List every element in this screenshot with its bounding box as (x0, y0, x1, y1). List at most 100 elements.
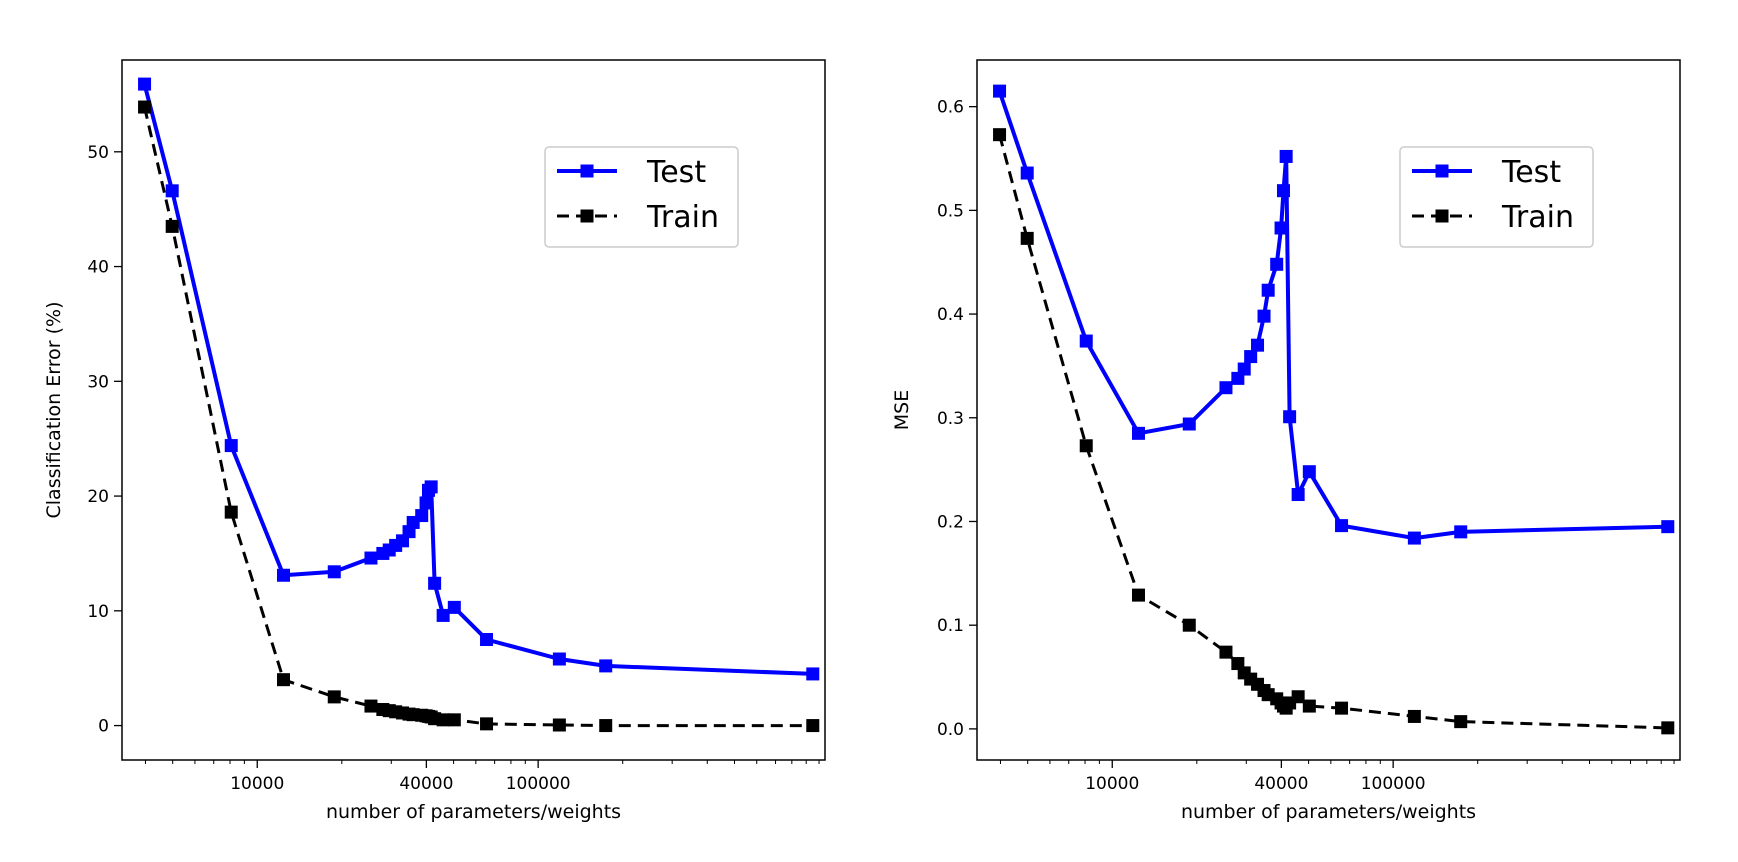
x-axis-label: number of parameters/weights (326, 801, 621, 823)
data-point-train (276, 673, 290, 687)
data-point-test (165, 184, 179, 198)
data-point-test (1251, 338, 1265, 352)
legend-marker-train (580, 209, 594, 223)
x-tick-label: 40000 (1254, 774, 1308, 794)
y-tick-label: 0.6 (937, 98, 964, 118)
data-point-train (224, 505, 238, 519)
legend: Test Train (1399, 146, 1594, 248)
data-point-test (276, 568, 290, 582)
legend-label-test: Test (646, 155, 706, 190)
data-point-test (1020, 166, 1034, 180)
data-point-test (1291, 488, 1305, 502)
data-point-test (1454, 525, 1468, 539)
data-point-test (1302, 465, 1316, 479)
data-point-test (1244, 350, 1258, 364)
x-axis-label: number of parameters/weights (1181, 801, 1476, 823)
legend-marker-test (580, 164, 594, 178)
data-point-train (1182, 618, 1196, 632)
data-point-test (1274, 221, 1288, 235)
data-point-test (1261, 283, 1275, 297)
y-tick-label: 0 (98, 717, 109, 737)
data-point-train (1661, 721, 1675, 735)
data-point-train (327, 690, 341, 704)
data-point-train (364, 699, 378, 713)
y-tick-label: 10 (87, 602, 109, 622)
legend-marker-train (1435, 209, 1449, 223)
data-point-train (1219, 645, 1233, 659)
data-point-test (1661, 520, 1675, 534)
data-point-train (480, 717, 494, 731)
data-point-test (419, 496, 433, 510)
y-tick-label: 0.2 (937, 512, 964, 532)
y-tick-label: 40 (87, 258, 109, 278)
data-point-test (364, 551, 378, 565)
data-point-test (1276, 184, 1290, 198)
series-train (138, 100, 820, 733)
data-point-test (1335, 519, 1349, 533)
data-point-train (1454, 715, 1468, 729)
data-point-test (1219, 381, 1233, 395)
data-point-train (436, 713, 450, 727)
data-point-test (415, 509, 429, 523)
data-point-train (1131, 588, 1145, 602)
y-tick-label: 0.3 (937, 409, 964, 429)
data-point-test (552, 652, 566, 666)
legend-label-test: Test (1501, 155, 1561, 190)
x-tick-label: 10000 (230, 774, 284, 794)
data-point-train (993, 128, 1007, 142)
data-point-test (1279, 149, 1293, 163)
data-point-test (224, 439, 238, 453)
y-tick-label: 0.4 (937, 305, 964, 325)
data-point-test (436, 608, 450, 622)
data-point-test (480, 633, 494, 647)
data-point-train (138, 100, 152, 114)
y-tick-label: 0.5 (937, 201, 964, 221)
data-point-test (1407, 531, 1421, 545)
data-point-train (552, 718, 566, 732)
data-point-test (1079, 334, 1093, 348)
data-point-test (447, 600, 461, 614)
y-tick-label: 0.0 (937, 720, 964, 740)
y-tick-label: 0.1 (937, 616, 964, 636)
x-tick-label: 100000 (506, 774, 571, 794)
legend: Test Train (544, 146, 739, 248)
data-point-test (1270, 257, 1284, 271)
data-point-test (993, 84, 1007, 98)
series-train (993, 128, 1675, 735)
data-point-test (1182, 417, 1196, 431)
data-point-train (1302, 699, 1316, 713)
plot-frame (121, 59, 826, 761)
data-point-train (599, 719, 613, 733)
data-point-test (1283, 410, 1297, 424)
legend-label-train: Train (1501, 200, 1574, 235)
data-point-test (1131, 426, 1145, 440)
data-point-test (599, 659, 613, 673)
legend-marker-test (1435, 164, 1449, 178)
series-test (993, 84, 1675, 545)
data-point-train (1407, 709, 1421, 723)
data-point-train (165, 219, 179, 233)
data-point-test (1257, 309, 1271, 323)
x-tick-label: 40000 (399, 774, 453, 794)
plot-frame (976, 59, 1681, 761)
data-point-train (1020, 231, 1034, 245)
data-point-test (327, 565, 341, 579)
mse-chart: 0.0 0.1 0.2 0.3 0.4 0.5 0.6 10000 40000 100000 num… (891, 59, 1681, 823)
data-point-test (138, 77, 152, 91)
y-axis-label: MSE (891, 390, 913, 430)
y-tick-label: 20 (87, 487, 109, 507)
y-tick-label: 30 (87, 372, 109, 392)
x-tick-label: 100000 (1361, 774, 1426, 794)
data-point-test (424, 480, 438, 494)
data-point-train (806, 719, 820, 733)
data-point-test (806, 667, 820, 681)
data-point-train (1335, 701, 1349, 715)
y-axis-label: Classification Error (%) (43, 302, 65, 519)
y-tick-label: 50 (87, 143, 109, 163)
data-point-test (1237, 362, 1251, 376)
legend-label-train: Train (646, 200, 719, 235)
x-tick-label: 10000 (1085, 774, 1139, 794)
data-point-test (428, 576, 442, 590)
classification-error-chart: 0 10 20 30 40 50 10000 40000 100000 number of par… (43, 59, 826, 823)
